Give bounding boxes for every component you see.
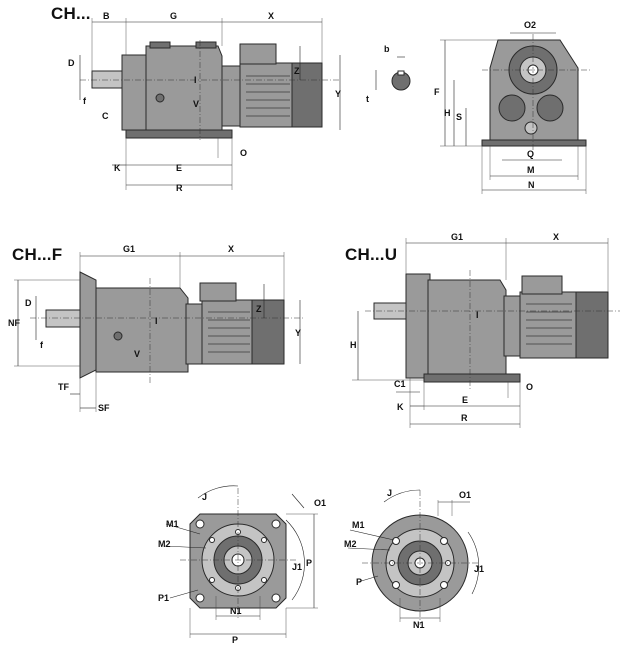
ch-housing-top-boss-2 <box>195 41 217 49</box>
ch-front-view <box>481 34 590 150</box>
ch-label-t: t <box>366 94 369 104</box>
chu-label-e: E <box>462 395 468 405</box>
chf-label-y: Y <box>295 328 301 338</box>
chu-label-h: H <box>350 340 357 350</box>
chf-side-view <box>30 271 305 385</box>
chf-label-d: D <box>25 298 32 308</box>
chu-label-x: X <box>553 232 559 242</box>
flange-label-m2: M2 <box>158 539 171 549</box>
flange-label-n1: N1 <box>230 606 242 616</box>
chf-output-shaft <box>45 309 83 328</box>
chu-label-o: O <box>526 382 533 392</box>
flange-label-o1: O1 <box>314 498 326 508</box>
chu-motor-fan-cover <box>575 291 609 359</box>
ch-label-o: O <box>240 148 247 158</box>
ch-label-f: f <box>83 96 87 106</box>
ch-label-v: V <box>193 99 199 109</box>
flange-label-p-side: P <box>306 558 312 568</box>
round-label-m2: M2 <box>344 539 357 549</box>
chu-side-view <box>365 270 620 390</box>
round-flange-view <box>362 490 478 625</box>
flange-label-j: J <box>202 492 207 502</box>
chf-terminal-box <box>199 282 237 302</box>
chu-label-g1: G1 <box>451 232 463 242</box>
ch-label-q: Q <box>527 149 534 159</box>
title-ch: CH... <box>51 4 91 23</box>
ch-label-z: Z <box>294 66 300 76</box>
chu-terminal-box <box>521 275 563 295</box>
chu-label-r: R <box>461 413 468 423</box>
round-label-j1: J1 <box>474 564 484 574</box>
chu-label-i: I <box>476 310 479 320</box>
chu-label-c1: C1 <box>394 379 406 389</box>
flange-label-m1: M1 <box>166 519 179 529</box>
ch-label-e: E <box>176 163 182 173</box>
ch-shaft-section <box>375 56 411 91</box>
round-label-p: P <box>356 577 362 587</box>
chu-housing <box>427 279 507 375</box>
chf-label-g1: G1 <box>123 244 135 254</box>
round-label-m1: M1 <box>352 520 365 530</box>
chf-label-sf: SF <box>98 403 110 413</box>
chf-label-i: I <box>155 316 158 326</box>
title-ch-f: CH...F <box>12 245 63 264</box>
ch-terminal-box <box>239 43 277 65</box>
chu-label-k: K <box>397 402 404 412</box>
chf-housing <box>95 287 189 373</box>
title-ch-u: CH...U <box>345 245 398 264</box>
ch-label-k: K <box>114 163 121 173</box>
square-flange-view <box>180 488 296 620</box>
ch-adapter <box>221 65 243 127</box>
chf-flange <box>79 271 97 379</box>
ch-motor-fan-cover <box>291 62 323 128</box>
round-label-o1: O1 <box>459 490 471 500</box>
flange-label-j1: J1 <box>292 562 302 572</box>
round-label-j: J <box>387 488 392 498</box>
ch-side-view <box>80 40 340 140</box>
ch-label-b-small: b <box>384 44 390 54</box>
ch-label-n: N <box>528 180 535 190</box>
chf-label-x: X <box>228 244 234 254</box>
ch-drain-plug <box>155 93 165 103</box>
ch-label-y: Y <box>335 89 341 99</box>
chf-label-z: Z <box>256 304 262 314</box>
flange-label-p: P <box>232 635 238 645</box>
chf-label-v: V <box>134 349 140 359</box>
ch-label-g: G <box>170 11 177 21</box>
ch-label-h: H <box>444 108 451 118</box>
ch-label-b: B <box>103 11 110 21</box>
ch-output-shaft <box>91 70 127 89</box>
ch-label-x: X <box>268 11 274 21</box>
chf-label-f: f <box>40 340 44 350</box>
chf-label-nf: NF <box>8 318 20 328</box>
ch-label-f-upper: F <box>434 87 440 97</box>
ch-label-i: I <box>194 75 197 85</box>
ch-label-o2: O2 <box>524 20 536 30</box>
ch-housing-main <box>145 45 223 131</box>
ch-label-c: C <box>102 111 109 121</box>
chu-housing-front <box>405 273 431 379</box>
ch-label-d: D <box>68 58 75 68</box>
ch-label-r: R <box>176 183 183 193</box>
ch-label-m: M <box>527 165 535 175</box>
ch-foot <box>125 129 233 139</box>
chu-foot <box>423 373 521 383</box>
ch-housing-top-boss <box>149 41 171 49</box>
chf-motor-fan-cover <box>251 299 285 365</box>
chf-label-tf: TF <box>58 382 69 392</box>
round-label-n1: N1 <box>413 620 425 630</box>
flange-label-p1: P1 <box>158 593 169 603</box>
ch-label-s: S <box>456 112 462 122</box>
